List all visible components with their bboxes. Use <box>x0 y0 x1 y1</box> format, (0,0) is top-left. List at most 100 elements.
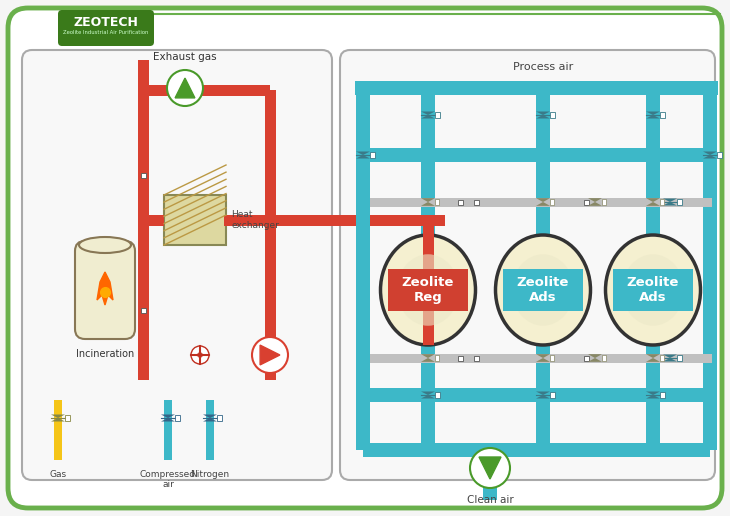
FancyBboxPatch shape <box>58 10 154 46</box>
Polygon shape <box>588 354 602 358</box>
Polygon shape <box>161 414 175 418</box>
Text: Zeolite
Ads: Zeolite Ads <box>627 276 679 304</box>
Polygon shape <box>646 395 660 398</box>
Bar <box>660 392 665 398</box>
Polygon shape <box>421 111 435 115</box>
Bar <box>380 215 445 225</box>
Bar <box>703 88 717 450</box>
Circle shape <box>191 346 209 364</box>
Polygon shape <box>97 272 113 305</box>
Bar <box>363 148 710 162</box>
Bar <box>140 172 145 178</box>
Circle shape <box>252 337 288 373</box>
Bar <box>164 195 226 245</box>
Polygon shape <box>663 202 677 205</box>
Bar <box>164 195 226 245</box>
Bar <box>503 269 583 311</box>
Ellipse shape <box>496 235 591 345</box>
Polygon shape <box>421 354 435 358</box>
Text: Zeolite
Reg: Zeolite Reg <box>402 276 454 304</box>
Text: Zeolite Industrial Air Purification: Zeolite Industrial Air Purification <box>64 30 149 36</box>
Ellipse shape <box>622 254 684 326</box>
Polygon shape <box>703 155 717 158</box>
Text: Gas: Gas <box>50 470 66 479</box>
Bar <box>435 355 439 361</box>
Text: ZEOTECH: ZEOTECH <box>74 17 139 29</box>
Bar <box>602 199 606 205</box>
Polygon shape <box>356 152 370 155</box>
Polygon shape <box>536 395 550 398</box>
Polygon shape <box>421 395 435 398</box>
Polygon shape <box>51 418 65 422</box>
Bar <box>536 88 550 235</box>
Bar <box>550 199 554 205</box>
Bar <box>458 356 463 361</box>
Polygon shape <box>479 457 501 479</box>
Bar <box>646 345 660 450</box>
Bar <box>435 199 439 205</box>
Bar <box>648 345 658 358</box>
Polygon shape <box>536 358 550 362</box>
Polygon shape <box>588 358 602 362</box>
Bar <box>356 88 370 450</box>
Polygon shape <box>421 115 435 119</box>
Bar <box>175 415 180 421</box>
Text: Nitrogen: Nitrogen <box>191 470 229 479</box>
Bar <box>474 200 478 204</box>
Bar <box>435 112 440 118</box>
Bar <box>435 392 440 398</box>
Polygon shape <box>260 345 280 365</box>
Bar <box>370 152 375 158</box>
FancyBboxPatch shape <box>340 50 715 480</box>
Polygon shape <box>175 78 195 98</box>
Bar <box>660 112 665 118</box>
Bar <box>370 198 712 206</box>
Polygon shape <box>421 202 435 206</box>
Polygon shape <box>203 414 217 418</box>
Polygon shape <box>646 354 660 358</box>
Polygon shape <box>646 198 660 202</box>
Bar <box>539 202 548 235</box>
Bar <box>550 392 555 398</box>
Text: Heat
exchanger: Heat exchanger <box>231 211 279 230</box>
Bar <box>583 356 588 361</box>
Bar <box>423 220 434 345</box>
Polygon shape <box>161 418 175 422</box>
Polygon shape <box>421 198 435 202</box>
Bar <box>660 355 664 361</box>
Bar <box>363 443 710 457</box>
Bar <box>550 112 555 118</box>
Polygon shape <box>356 155 370 158</box>
FancyBboxPatch shape <box>22 50 332 480</box>
Bar <box>550 355 554 361</box>
Bar <box>717 152 722 158</box>
Polygon shape <box>663 199 677 202</box>
Bar <box>677 199 682 205</box>
Bar <box>660 199 664 205</box>
Text: Process air: Process air <box>513 62 573 72</box>
Bar <box>388 269 469 311</box>
Bar <box>140 308 145 313</box>
Bar <box>583 200 588 204</box>
Polygon shape <box>646 358 660 362</box>
Polygon shape <box>51 414 65 418</box>
Ellipse shape <box>605 235 701 345</box>
Polygon shape <box>663 358 677 362</box>
Bar <box>539 345 548 358</box>
Ellipse shape <box>512 254 574 326</box>
Bar <box>646 88 660 235</box>
Ellipse shape <box>79 237 131 253</box>
Bar <box>54 400 62 460</box>
Bar <box>602 355 606 361</box>
Bar <box>137 60 148 380</box>
Text: Incineration: Incineration <box>76 349 134 359</box>
Bar <box>206 400 214 460</box>
Bar <box>483 450 497 500</box>
Bar <box>421 345 435 450</box>
Polygon shape <box>536 202 550 206</box>
Bar <box>423 345 432 358</box>
Text: Exhaust gas: Exhaust gas <box>153 52 217 62</box>
Bar <box>612 269 694 311</box>
Polygon shape <box>203 418 217 422</box>
Polygon shape <box>536 392 550 395</box>
